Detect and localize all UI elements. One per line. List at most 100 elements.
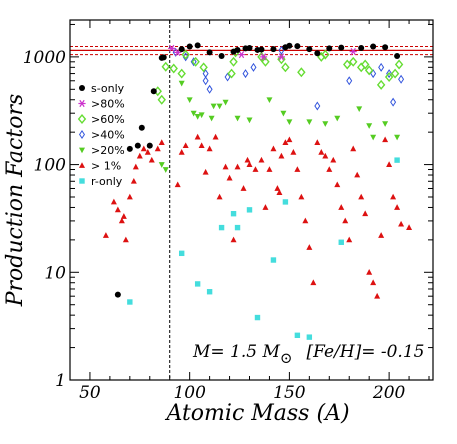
- data-point: [126, 145, 133, 152]
- axes: 50 100 150 200 1 10 100 1000: [23, 19, 434, 403]
- data-point: [390, 68, 400, 79]
- stellar-annotation: M= 1.5 M⊙ [Fe/H]= -0.15: [192, 342, 424, 367]
- y-axis-title: Production Factors: [3, 94, 28, 308]
- data-point: [278, 45, 285, 55]
- data-point: [218, 224, 225, 231]
- data-point: [148, 156, 155, 163]
- y-tick-label: 100: [34, 156, 67, 176]
- data-point: [346, 76, 353, 86]
- data-point: [326, 45, 333, 52]
- data-point: [376, 79, 386, 90]
- data-point: [246, 161, 253, 167]
- data-point: [254, 314, 261, 321]
- data-point: [406, 224, 413, 230]
- data-point: [226, 174, 233, 181]
- data-point: [174, 181, 181, 188]
- data-point: [178, 250, 185, 257]
- data-point: [330, 156, 337, 163]
- data-point: [234, 224, 241, 231]
- data-point: [378, 232, 385, 238]
- data-point: [276, 189, 283, 195]
- data-point: [398, 220, 405, 227]
- data-point: [144, 149, 151, 155]
- data-point: [286, 136, 293, 143]
- x-axis-title: Atomic Mass (A): [164, 401, 349, 426]
- legend-marker: [79, 162, 85, 168]
- data-point: [242, 69, 249, 79]
- data-point: [227, 68, 236, 79]
- data-point: [274, 185, 281, 191]
- x-tick-label: 100: [173, 383, 206, 403]
- sun-symbol: ⊙: [280, 349, 293, 367]
- data-point: [168, 44, 176, 52]
- data-point: [181, 49, 190, 60]
- legend-label: >60%: [91, 113, 125, 126]
- data-point: [277, 54, 286, 65]
- data-point: [134, 142, 141, 149]
- series-r-only: [127, 157, 400, 340]
- data-point: [281, 62, 290, 73]
- plot-frame: [69, 19, 434, 381]
- data-point: [244, 156, 251, 163]
- data-point: [278, 152, 285, 159]
- legend-marker: [79, 178, 85, 184]
- data-point: [322, 121, 329, 127]
- data-point: [290, 149, 297, 155]
- data-point: [358, 44, 365, 51]
- data-point: [261, 56, 270, 67]
- legend-label: r-only: [91, 175, 123, 188]
- data-point: [394, 52, 401, 59]
- data-point: [282, 139, 289, 146]
- x-tick-label: 200: [372, 383, 406, 403]
- data-point: [246, 117, 253, 124]
- data-point: [318, 149, 325, 155]
- data-point: [127, 299, 133, 305]
- legend-label: > 1%: [91, 160, 121, 173]
- data-points: [102, 42, 413, 340]
- series-1: [102, 133, 413, 299]
- data-point: [157, 94, 166, 105]
- data-point: [277, 53, 286, 61]
- data-point: [186, 43, 193, 50]
- data-point: [270, 145, 277, 152]
- data-point: [350, 145, 357, 152]
- annotation-mass: M= 1.5 M: [192, 342, 280, 362]
- data-point: [218, 52, 225, 59]
- data-point: [178, 149, 185, 155]
- data-point: [374, 292, 381, 299]
- data-point: [326, 166, 333, 172]
- data-point: [370, 279, 377, 286]
- data-point: [216, 193, 223, 200]
- data-point: [370, 43, 377, 50]
- data-point: [258, 156, 265, 163]
- data-point: [138, 124, 145, 131]
- data-point: [378, 62, 385, 72]
- data-point: [314, 50, 321, 57]
- data-point: [122, 236, 129, 243]
- data-point: [314, 139, 321, 146]
- data-point: [390, 97, 397, 107]
- data-point: [146, 142, 153, 149]
- data-point: [237, 51, 246, 59]
- series-s-only: [114, 42, 401, 298]
- data-point: [190, 110, 197, 117]
- x-tick-label: 50: [79, 383, 101, 403]
- data-point: [191, 56, 200, 67]
- data-point: [338, 44, 345, 51]
- data-point: [270, 257, 277, 263]
- data-point: [280, 110, 287, 117]
- data-point: [178, 46, 185, 53]
- data-point: [384, 72, 394, 83]
- data-point: [126, 193, 133, 200]
- data-point: [240, 185, 247, 191]
- data-point: [382, 121, 389, 127]
- data-point: [222, 99, 229, 106]
- data-point: [160, 54, 167, 61]
- data-point: [334, 115, 341, 122]
- data-point: [286, 42, 293, 49]
- data-point: [297, 67, 306, 78]
- data-point: [306, 334, 313, 340]
- data-point: [158, 139, 165, 146]
- data-point: [346, 236, 353, 243]
